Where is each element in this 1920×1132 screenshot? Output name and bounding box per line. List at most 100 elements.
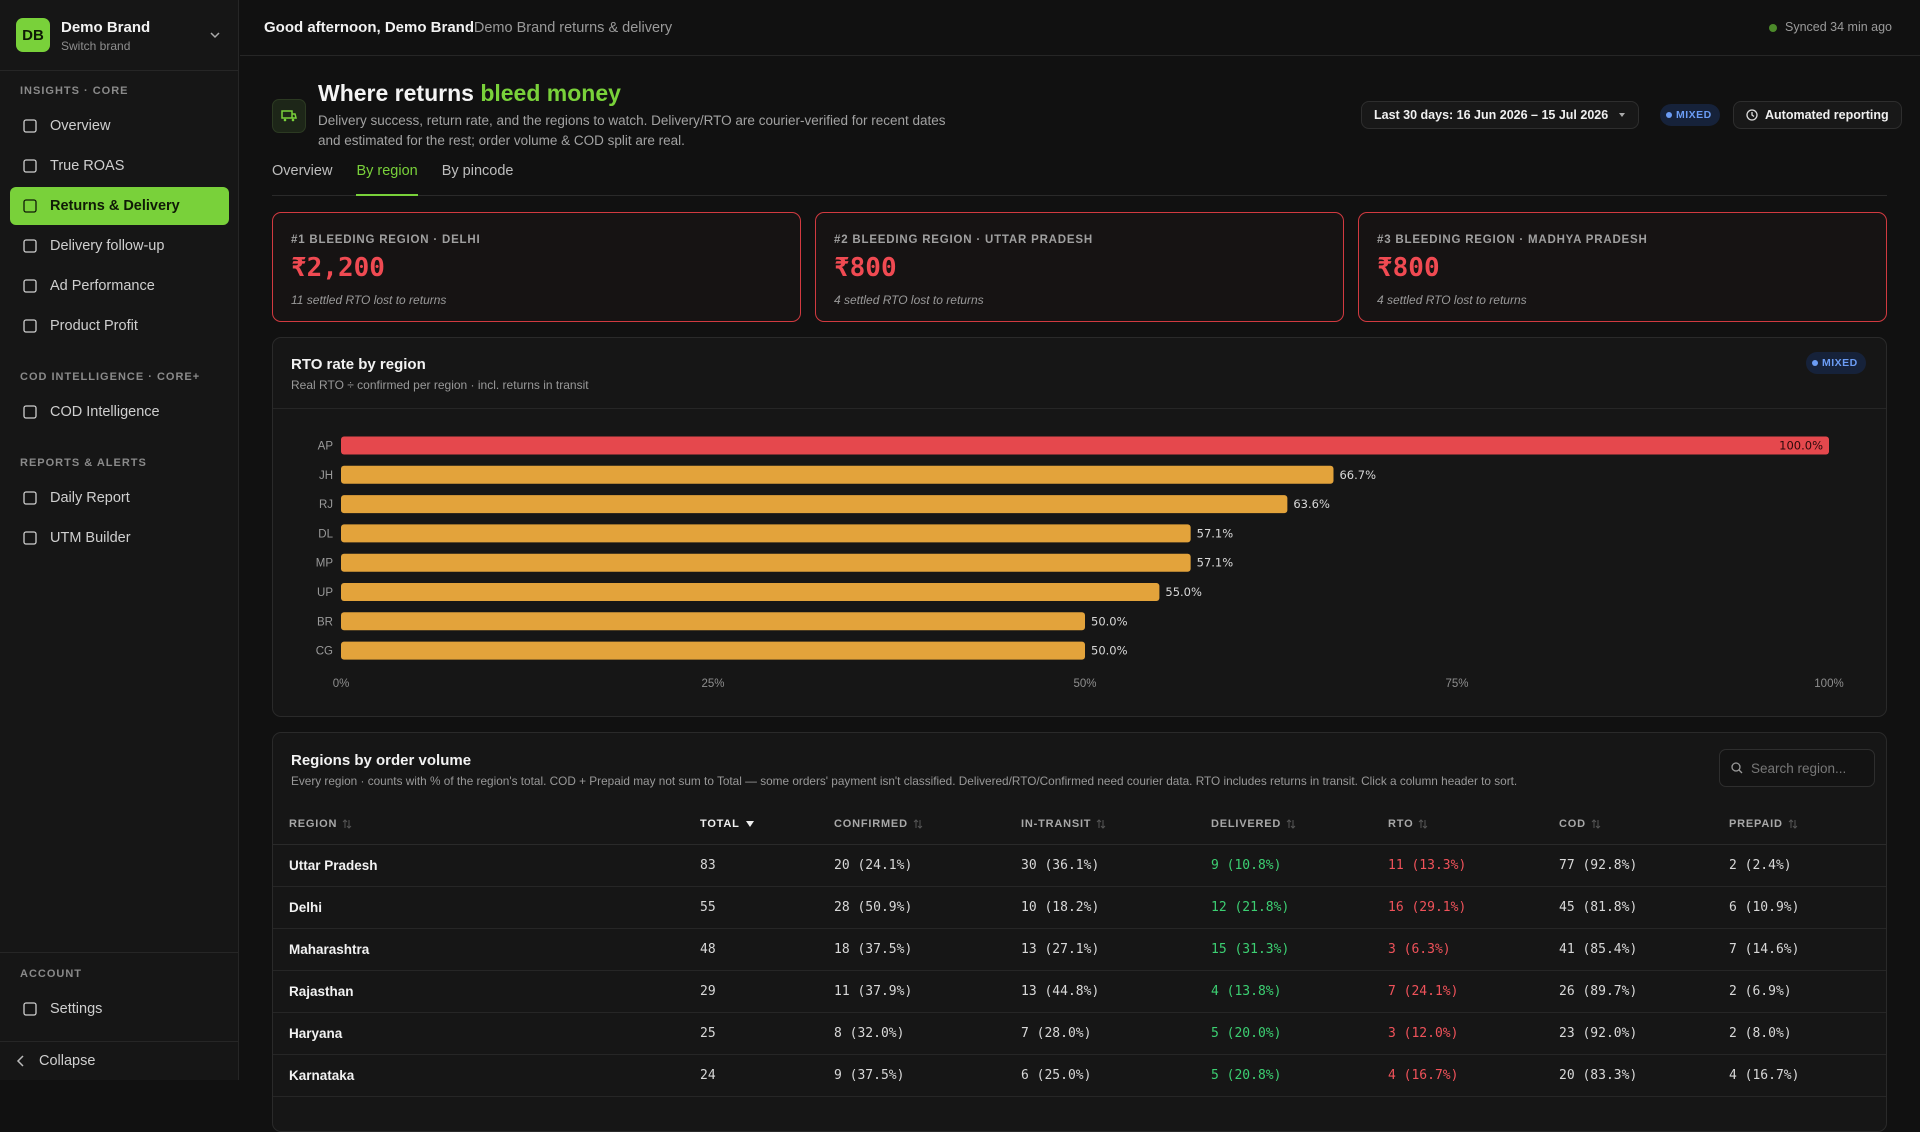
sort-icon — [1419, 819, 1428, 829]
cell: 18 (37.5%) — [834, 928, 1021, 971]
regions-table: REGION TOTAL CONFIRMED IN-TRANSIT DELIVERED R… — [273, 804, 1886, 1097]
nav-item[interactable]: Settings — [10, 990, 229, 1028]
value-label: 50.0% — [1091, 614, 1128, 628]
column-header[interactable]: PREPAID — [1729, 804, 1886, 845]
sort-icon — [1286, 819, 1296, 829]
nav-icon — [23, 319, 37, 333]
nav-icon — [23, 159, 37, 173]
cell: 24 — [700, 1054, 834, 1097]
nav-item[interactable]: COD Intelligence — [10, 393, 229, 431]
nav-item[interactable]: Delivery follow-up — [10, 227, 229, 265]
tab[interactable]: By pincode — [441, 163, 514, 179]
nav-item[interactable]: Ad Performance — [10, 267, 229, 305]
body: DB Demo Brand Switch brand INSIGHTS · CO… — [0, 0, 1920, 1080]
column-label: TOTAL — [700, 817, 740, 830]
cell: 6 (25.0%) — [1021, 1054, 1211, 1097]
bar-chart: 0% 25% 50% 75% 100% AP 100.0% JH 66.7% RJ 63.6% DL 5… — [316, 436, 1844, 690]
chart-panel: RTO rate by region Real RTO ÷ confirmed … — [272, 337, 1887, 717]
collapse-button[interactable]: Collapse — [0, 1041, 239, 1080]
column-label: DELIVERED — [1211, 817, 1282, 830]
nav-item[interactable]: Product Profit — [10, 307, 229, 345]
tab[interactable]: By region — [356, 160, 418, 196]
page-description: Delivery success, return rate, and the r… — [318, 113, 946, 148]
sort-icon — [913, 819, 923, 829]
region-name: Karnataka — [273, 1054, 700, 1097]
bar — [341, 583, 1160, 601]
y-tick-label: CG — [316, 646, 333, 658]
icon-shape — [23, 319, 37, 333]
nav-label: Daily Report — [50, 490, 130, 506]
card-note: 4 settled RTO lost to returns — [1377, 293, 1527, 307]
column-label: CONFIRMED — [834, 817, 908, 830]
icon-shape — [23, 159, 37, 173]
cell: 5 (20.0%) — [1211, 1012, 1388, 1055]
tab[interactable]: Overview — [272, 163, 333, 179]
cell: 83 — [700, 844, 834, 887]
brand-subtitle: Switch brand — [61, 39, 131, 53]
table-body: Uttar Pradesh 83 20 (24.1%) 30 (36.1%) 9 (10… — [273, 844, 1886, 1097]
bleeding-region-card: #2 BLEEDING REGION · UTTAR PRADESH ₹800 4 … — [815, 212, 1344, 322]
column-header[interactable]: IN-TRANSIT — [1021, 804, 1211, 845]
column-header[interactable]: CONFIRMED — [834, 804, 1021, 845]
search-placeholder: Search region... — [1751, 760, 1847, 776]
y-tick-label: MP — [316, 558, 334, 570]
nav-section: COD INTELLIGENCE · CORE+ COD Intelligence — [0, 371, 239, 431]
greeting: Good afternoon, Demo Brand — [264, 19, 474, 36]
icon-shape — [23, 531, 37, 545]
table-row: Uttar Pradesh 83 20 (24.1%) 30 (36.1%) 9 (10… — [273, 844, 1886, 887]
nav-label: Product Profit — [50, 318, 138, 334]
x-tick-label: 75% — [1445, 678, 1468, 690]
cell: 3 (12.0%) — [1388, 1012, 1559, 1055]
bar — [341, 612, 1085, 631]
column-label: PREPAID — [1729, 817, 1783, 830]
nav-item[interactable]: Returns & Delivery — [10, 187, 229, 225]
nav-label: Settings — [50, 1001, 103, 1017]
section-title: COD INTELLIGENCE · CORE+ — [20, 371, 201, 383]
sort-icon — [342, 819, 352, 829]
table-panel: Regions by order volume Every region · c… — [272, 732, 1887, 1132]
cell: 2 (6.9%) — [1729, 970, 1886, 1013]
y-tick-label: UP — [317, 587, 333, 599]
page: Returns & Delivery { "sidebar": { "brand… — [0, 0, 1920, 1080]
nav-item[interactable]: Overview — [10, 107, 229, 145]
cell: 13 (27.1%) — [1021, 928, 1211, 971]
table-row: Delhi 55 28 (50.9%) 10 (18.2%) 12 (21.8%) 16 … — [273, 886, 1886, 929]
chevron-icon — [210, 32, 220, 39]
collapse-icon — [16, 1055, 24, 1067]
brand-name: Demo Brand — [61, 19, 151, 36]
nav-item[interactable]: True ROAS — [10, 147, 229, 185]
cell: 9 (10.8%) — [1211, 844, 1388, 887]
cell: 20 (83.3%) — [1559, 1054, 1729, 1097]
cell: 23 (92.0%) — [1559, 1012, 1729, 1055]
column-header[interactable]: COD — [1559, 804, 1729, 845]
nav-label: True ROAS — [50, 158, 125, 174]
account-section: ACCOUNT Settings — [0, 952, 239, 1030]
bar — [341, 524, 1191, 543]
icon-shape — [23, 199, 37, 213]
column-header[interactable]: TOTAL — [700, 804, 834, 845]
cell: 16 (29.1%) — [1388, 886, 1559, 929]
title-text: Where returns — [318, 80, 474, 106]
nav-item[interactable]: Daily Report — [10, 479, 229, 517]
nav-label: UTM Builder — [50, 530, 131, 546]
icon-shape — [23, 491, 37, 505]
automated-reporting-button[interactable]: Automated reporting — [1733, 101, 1902, 129]
cell: 55 — [700, 886, 834, 929]
region-name: Uttar Pradesh — [273, 844, 700, 887]
brand-switcher[interactable]: DB Demo Brand Switch brand — [0, 0, 239, 71]
chart-subtitle: Real RTO ÷ confirmed per region · incl. … — [291, 378, 589, 392]
nav-item[interactable]: UTM Builder — [10, 519, 229, 557]
column-header[interactable]: DELIVERED — [1211, 804, 1388, 845]
arrow — [1788, 819, 1798, 829]
column-header[interactable]: RTO — [1388, 804, 1559, 845]
card-note: 11 settled RTO lost to returns — [291, 293, 447, 307]
column-header[interactable]: REGION — [273, 804, 700, 845]
cell: 7 (24.1%) — [1388, 970, 1559, 1013]
date-range-picker[interactable]: Last 30 days: 16 Jun 2026 – 15 Jul 2026 — [1361, 101, 1640, 129]
nav-icon — [23, 119, 37, 133]
cell: 7 (14.6%) — [1729, 928, 1886, 971]
table-row: Maharashtra 48 18 (37.5%) 13 (27.1%) 15 (31.… — [273, 928, 1886, 971]
nav-icon — [23, 405, 37, 419]
search-input[interactable]: Search region... — [1719, 749, 1875, 787]
y-tick-label: DL — [318, 528, 333, 540]
